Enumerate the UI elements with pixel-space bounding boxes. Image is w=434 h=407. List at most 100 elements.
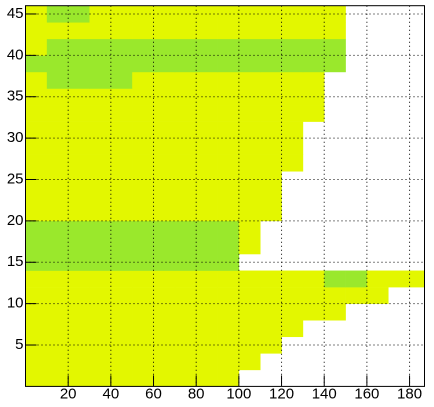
heatmap-cell	[153, 171, 176, 189]
heatmap-cell	[110, 303, 133, 321]
heatmap-cell	[68, 105, 90, 122]
heatmap-cell	[89, 121, 112, 139]
heatmap-cell	[388, 270, 410, 288]
heatmap-cell	[238, 138, 261, 155]
heatmap-cell	[25, 237, 48, 255]
heatmap-cell	[153, 353, 176, 371]
heatmap-cell	[260, 121, 282, 139]
heatmap-cell	[68, 154, 90, 172]
heatmap-cell	[217, 270, 240, 288]
heatmap-cell	[174, 270, 197, 288]
heatmap-cell	[153, 287, 176, 304]
heatmap-cell	[366, 287, 389, 304]
heatmap-cell	[110, 105, 133, 122]
heatmap-cell	[260, 71, 282, 89]
heatmap-cell	[46, 270, 69, 288]
heatmap-cell	[153, 320, 176, 338]
heatmap-cell	[281, 138, 304, 155]
heatmap-cell	[153, 88, 176, 106]
heatmap-cell	[281, 320, 304, 338]
heatmap-cell	[46, 303, 69, 321]
heatmap-cell	[196, 353, 218, 371]
heatmap-cell	[110, 154, 133, 172]
heatmap-cell	[68, 303, 90, 321]
heatmap-cell	[260, 22, 282, 40]
heatmap-cell	[260, 287, 282, 304]
heatmap-cell	[217, 171, 240, 189]
heatmap-cell	[238, 55, 261, 73]
heatmap-cell	[174, 38, 197, 56]
heatmap-cell	[68, 369, 90, 387]
heatmap-cell	[68, 204, 90, 222]
heatmap-cell	[260, 336, 282, 354]
y-tick-label: 10	[7, 295, 24, 312]
heatmap-cell	[217, 121, 240, 139]
heatmap-cell	[281, 55, 304, 73]
heatmap-cell	[46, 287, 69, 304]
heatmap-cell	[196, 171, 218, 189]
heatmap-cell	[46, 121, 69, 139]
heatmap-cell	[132, 105, 154, 122]
heatmap-cell	[217, 336, 240, 354]
heatmap-cell	[132, 71, 154, 89]
heatmap-cell	[260, 204, 282, 222]
heatmap-cell	[132, 270, 154, 288]
x-tick-label: 40	[103, 385, 120, 402]
heatmap-cell	[132, 287, 154, 304]
heatmap-cell	[110, 320, 133, 338]
heatmap-cell	[260, 88, 282, 106]
heatmap-cell	[25, 369, 48, 387]
heatmap-cell	[25, 303, 48, 321]
heatmap-cell	[89, 22, 112, 40]
heatmap-cell	[89, 38, 112, 56]
heatmap-cell	[25, 105, 48, 122]
heatmap-cell	[196, 204, 218, 222]
heatmap-cell	[153, 220, 176, 238]
heatmap-cell	[153, 22, 176, 40]
heatmap-cell	[68, 220, 90, 238]
heatmap-cell	[110, 138, 133, 155]
heatmap-cell	[260, 154, 282, 172]
heatmap-cell	[132, 253, 154, 271]
heatmap-cell	[238, 22, 261, 40]
heatmap-cell	[153, 71, 176, 89]
x-tick-label: 140	[312, 385, 337, 402]
heatmap-cell	[281, 287, 304, 304]
heatmap-cell	[153, 187, 176, 205]
heatmap-cell	[196, 5, 218, 23]
heatmap-cell	[174, 287, 197, 304]
heatmap-cell	[238, 353, 261, 371]
heatmap-cell	[25, 220, 48, 238]
heatmap-cell	[217, 187, 240, 205]
heatmap-cell	[89, 287, 112, 304]
heatmap-cell	[153, 237, 176, 255]
heatmap-cell	[217, 88, 240, 106]
heatmap-cell	[25, 154, 48, 172]
heatmap-cell	[89, 88, 112, 106]
heatmap-cell	[25, 270, 48, 288]
heatmap-cell	[260, 187, 282, 205]
heatmap-cell	[174, 138, 197, 155]
heatmap-cell	[46, 38, 69, 56]
heatmap-cell	[238, 287, 261, 304]
heatmap-cell	[302, 270, 325, 288]
heatmap-cell	[302, 303, 325, 321]
heatmap-cell	[68, 320, 90, 338]
heatmap-cell	[46, 369, 69, 387]
heatmap-cell	[196, 121, 218, 139]
heatmap-cell	[132, 353, 154, 371]
heatmap-cell	[132, 55, 154, 73]
heatmap-cell	[89, 154, 112, 172]
x-tick-label: 180	[397, 385, 422, 402]
x-tick-label: 80	[188, 385, 205, 402]
heatmap-cell	[238, 71, 261, 89]
heatmap-cell	[68, 353, 90, 371]
heatmap-cell	[174, 121, 197, 139]
heatmap-cell	[196, 187, 218, 205]
heatmap-cell	[68, 336, 90, 354]
heatmap-cell	[196, 336, 218, 354]
heatmap-cell	[132, 369, 154, 387]
heatmap-cell	[409, 270, 425, 288]
heatmap-cell	[217, 369, 240, 387]
